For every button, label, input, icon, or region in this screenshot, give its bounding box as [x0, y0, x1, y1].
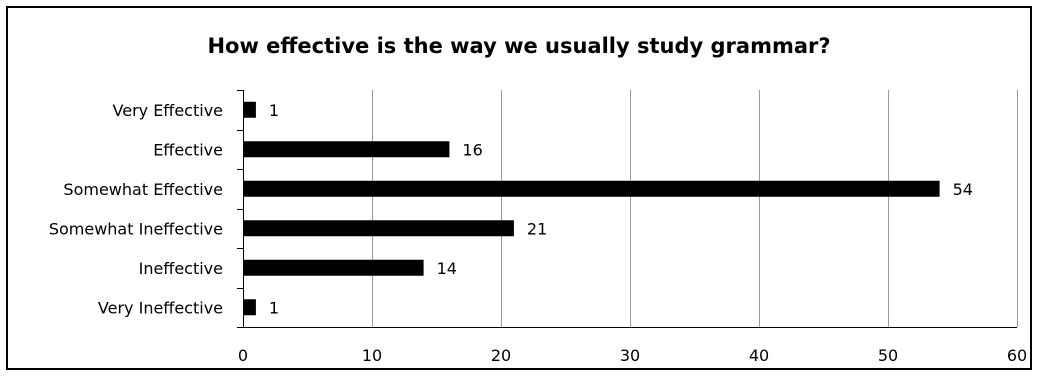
x-tick-label: 10 [362, 346, 382, 365]
bars [244, 101, 940, 316]
x-tick-label: 20 [491, 346, 511, 365]
bar [244, 141, 450, 158]
category-label: Very Effective [113, 101, 223, 120]
bar [244, 220, 514, 237]
x-tick-label: 0 [238, 346, 248, 365]
x-tick-label: 30 [620, 346, 640, 365]
data-label: 21 [527, 219, 547, 238]
category-label: Effective [153, 140, 223, 159]
x-tick-label: 60 [1007, 346, 1027, 365]
x-tick-label: 50 [878, 346, 898, 365]
category-label: Somewhat Ineffective [49, 219, 223, 238]
data-label: 1 [269, 101, 279, 120]
bar [244, 299, 256, 316]
chart-title: How effective is the way we usually stud… [207, 34, 831, 58]
bar [244, 101, 256, 118]
data-label: 1 [269, 298, 279, 317]
data-label: 16 [462, 140, 482, 159]
category-label: Somewhat Effective [63, 180, 223, 199]
data-label: 14 [437, 259, 457, 278]
bar [244, 180, 940, 197]
category-label: Very Ineffective [98, 298, 223, 317]
category-label: Ineffective [139, 259, 223, 278]
bar [244, 259, 424, 276]
axes [237, 90, 1017, 328]
gridlines [372, 90, 1018, 327]
x-tick-label: 40 [749, 346, 769, 365]
data-label: 54 [953, 180, 973, 199]
labels: 0 10 20 30 40 50 60 Very Effective 1 Effective 16 S… [49, 101, 1027, 365]
